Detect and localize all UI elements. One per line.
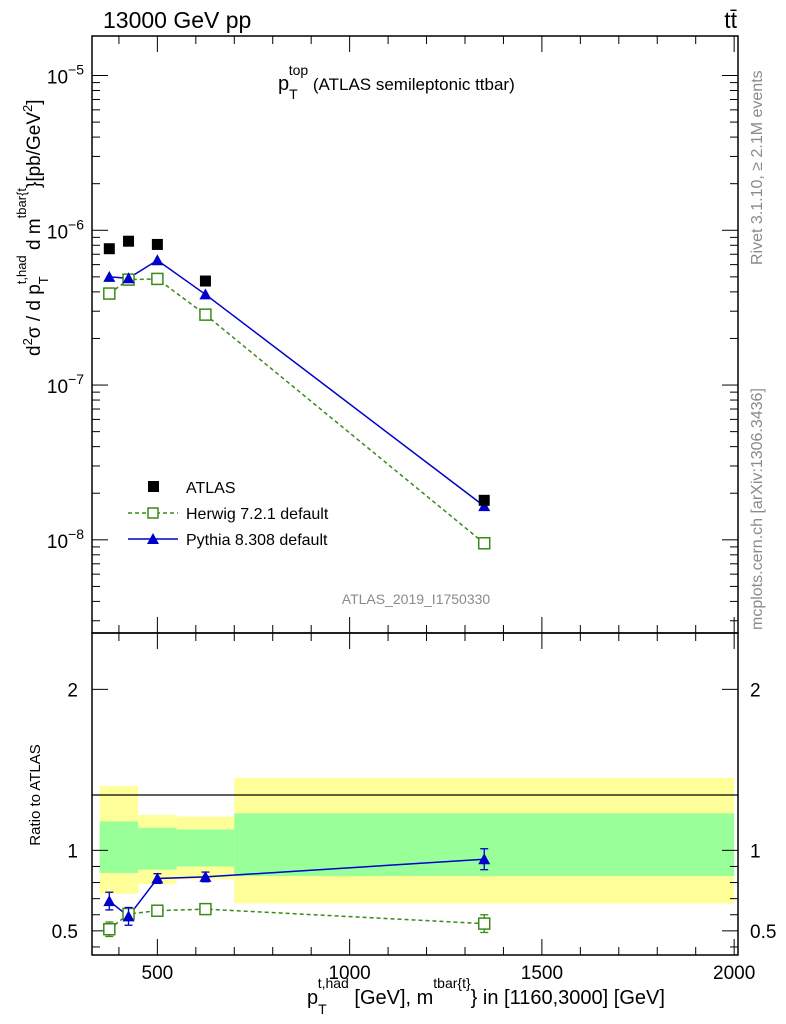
atlas-point <box>478 494 490 506</box>
pythia-ratio-point <box>122 910 135 922</box>
herwig-ratio-point <box>477 917 491 930</box>
ratio-y-tick-label-left: 1 <box>67 841 78 862</box>
herwig-ratio-point <box>199 902 212 916</box>
stat-uncertainty-band <box>176 829 235 867</box>
legend-herwig-label: Herwig 7.2.1 default <box>186 506 329 523</box>
main-title: pTtop (ATLAS semileptonic ttbar) <box>278 62 515 102</box>
analysis-id-label: ATLAS_2019_I1750330 <box>342 591 491 607</box>
atlas-point <box>103 243 115 255</box>
ratio-y-tick-label-left: 0.5 <box>52 922 78 943</box>
main-y-tick-label: 10−8 <box>47 526 84 553</box>
main-y-axis-label: d2σ / d pTt,had d mtbar{t}[pb/GeV2] <box>14 99 51 356</box>
pythia-point <box>122 272 135 284</box>
main-panel: 10−8 10−7 10−6 10−5 pTtop (ATLAS semilepton… <box>14 35 739 634</box>
legend-herwig-marker <box>147 507 159 519</box>
stat-uncertainty-band <box>138 827 177 870</box>
pythia-ratio-point <box>103 895 116 907</box>
ratio-uncertainty-bands <box>99 777 735 904</box>
legend-pythia-marker <box>147 533 159 544</box>
ratio-y-axis-label: Ratio to ATLAS <box>27 744 44 845</box>
legend-atlas-label: ATLAS <box>186 480 236 497</box>
ratio-x-tick-label: 2000 <box>713 963 755 984</box>
pythia-ratio-point <box>151 872 164 884</box>
herwig-ratio-point <box>151 904 164 917</box>
pythia-point <box>103 270 116 282</box>
ratio-y-tick-label-right: 2 <box>750 680 761 701</box>
atlas-point <box>123 235 135 247</box>
ratio-y-tick-label-right: 1 <box>750 841 761 862</box>
mcplots-label: mcplots.cern.ch [arXiv:1306.3436] <box>749 388 766 630</box>
stat-uncertainty-band <box>99 821 139 873</box>
ratio-panel-series <box>103 848 491 938</box>
main-y-tick-label: 10−6 <box>47 216 84 243</box>
pythia-point <box>151 254 164 266</box>
pythia-ratio-point <box>199 870 212 882</box>
pythia-ratio-point <box>478 853 491 865</box>
pythia-line <box>109 259 485 507</box>
herwig-point <box>199 308 212 321</box>
legend-atlas-marker <box>148 481 159 492</box>
ratio-panel-ticks: 0.5 0.5 1 1 2 2 500 1000 1500 2000 <box>52 633 776 984</box>
herwig-point <box>103 287 116 300</box>
ratio-x-tick-label: 500 <box>142 963 174 984</box>
ratio-panel: 0.5 0.5 1 1 2 2 500 1000 1500 2000 Ratio to ATLAS… <box>27 632 776 1017</box>
main-panel-series <box>103 235 491 550</box>
legend: ATLAS Herwig 7.2.1 default Pythia 8.308 … <box>128 480 329 549</box>
pythia-point <box>199 288 212 300</box>
herwig-point <box>151 272 164 286</box>
main-y-tick-label: 10−5 <box>47 62 84 89</box>
herwig-ratio-point <box>103 922 116 936</box>
x-axis-label: pTt,had [GeV], mtbar{t}} in [1160,3000] … <box>307 975 665 1017</box>
herwig-line <box>108 278 485 544</box>
ratio-y-tick-label-right: 0.5 <box>750 922 776 943</box>
rivet-version-label: Rivet 3.1.10, ≥ 2.1M events <box>749 70 766 265</box>
atlas-point <box>199 275 211 287</box>
main-y-tick-label: 10−7 <box>47 371 84 398</box>
energy-label: 13000 GeV pp <box>103 7 251 33</box>
ratio-y-tick-label-left: 2 <box>67 680 78 701</box>
ratio-panel-frame <box>91 632 739 956</box>
atlas-point <box>151 238 163 250</box>
process-label: tt̄ <box>724 7 737 33</box>
ratio-x-tick-label: 1500 <box>521 963 563 984</box>
herwig-point <box>477 537 491 550</box>
herwig-ratio-line <box>108 908 485 930</box>
ratio-x-tick-label: 1000 <box>328 963 370 984</box>
legend-pythia-label: Pythia 8.308 default <box>186 532 328 549</box>
main-panel-ticks: 10−8 10−7 10−6 10−5 <box>47 36 738 633</box>
